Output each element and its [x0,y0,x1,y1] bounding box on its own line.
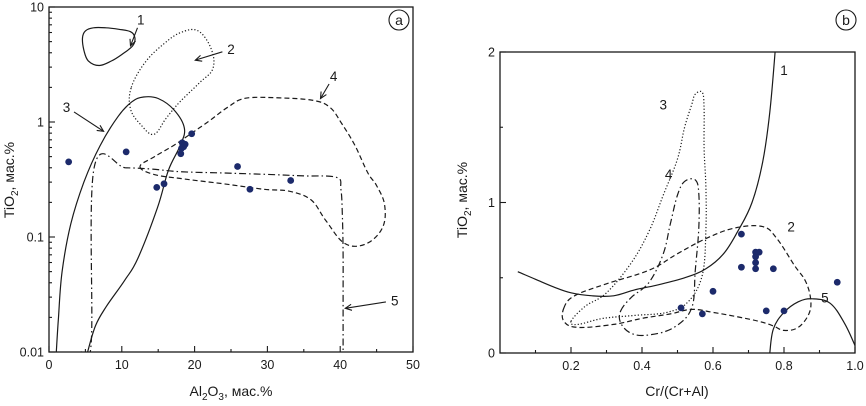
panel-a-label-circle [388,9,410,31]
arrowhead-1 [129,38,136,47]
panel-b-axis-ticks: 0.2 0.4 0.6 0.8 1.0 0 1 2 [488,46,864,374]
panel-a-plot-frame [48,6,414,353]
data-point [677,304,685,312]
panel-a-y-axis-label: TiO2, мас.% [1,142,21,218]
data-point [780,307,788,315]
field-label-3: 3 [660,98,668,113]
data-point [752,265,759,273]
field-2-outline [128,28,215,136]
arrowhead-4 [319,91,327,100]
data-point [709,287,717,295]
data-point [177,150,185,158]
x-tick-label: 10 [115,358,129,372]
data-point [769,265,777,273]
field-3-outline [570,90,707,326]
field-label-5: 5 [821,290,829,305]
field-label-2: 2 [787,220,795,235]
x-tick-label: 0 [46,358,53,372]
data-point [181,140,189,148]
data-point [122,148,130,156]
data-point [246,185,254,193]
data-point [188,130,196,138]
panel-a-points [65,130,295,193]
y-tick-label: 0 [488,347,495,361]
data-point [698,310,706,318]
field-label-1: 1 [137,12,145,27]
data-point [738,263,745,271]
x-tick-label: 0.4 [633,359,650,373]
panel-a-label: a [395,12,403,28]
field-5-outline [80,153,344,352]
field-label-3: 3 [63,100,71,115]
field-label-4: 4 [330,69,338,84]
field-label-4: 4 [665,167,673,182]
x-tick-label: 0.2 [562,359,579,373]
data-point [234,163,241,170]
field-5-outline [769,298,855,353]
field-1-outline [81,26,136,67]
y-tick-label: 10 [30,1,44,15]
data-point [762,307,770,315]
arrowhead-3 [96,125,105,132]
panel-b-plot-frame [499,51,856,354]
panel-b-points [677,230,841,318]
data-point [160,180,168,188]
data-point [752,259,759,267]
leader-line-1 [130,27,138,46]
x-tick-label: 0.6 [704,359,721,373]
field-label-5: 5 [391,294,399,309]
panel-a-axis-ticks: 0 10 20 30 40 50 0.01 0.1 1 10 [20,1,420,373]
field-label-2: 2 [227,42,235,57]
field-label-1: 1 [780,63,788,78]
field-4-outline [618,178,700,337]
panel-b-annotations: 1 2 3 4 5 [660,63,829,305]
data-point [287,177,295,184]
x-tick-label: 0.8 [775,359,792,373]
data-point [153,183,161,191]
panel-b-y-axis-label: TiO2, мас.% [454,162,474,238]
data-point [755,248,763,256]
data-point [833,278,841,286]
arrowhead-2 [194,54,203,62]
y-tick-label: 2 [488,46,495,60]
panel-a-annotations: 1 2 3 4 5 [63,12,399,311]
field-2-outline [561,225,812,332]
x-tick-label: 30 [260,358,274,372]
x-tick-label: 1.0 [846,359,863,373]
leader-line-2 [195,51,223,61]
leader-line-5 [345,301,386,309]
y-tick-label: 1 [488,196,495,210]
data-point [738,230,745,238]
leader-line-3 [73,111,104,132]
y-tick-label: 1 [37,116,44,130]
arrowhead-5 [344,303,353,311]
panel-b-x-axis-label: Cr/(Cr+Al) [645,383,708,399]
y-tick-label: 0.01 [20,346,44,360]
x-tick-label: 40 [333,358,347,372]
panel-a-chart: 0 10 20 30 40 50 0.01 0.1 1 10 1 2 3 4 5 a Al2O3, мас… [1,1,420,404]
y-tick-label: 0.1 [27,231,44,245]
field-4-outline [139,96,386,247]
panel-b-label-circle [835,9,857,31]
panel-b-chart: 0.2 0.4 0.6 0.8 1.0 0 1 2 1 2 3 4 5 b Cr/(Cr+Al) Ti… [454,9,864,399]
field-3-outline [55,96,186,352]
panel-b-label: b [842,12,850,28]
field-1-outline [517,52,776,298]
panel-b-fields [517,52,855,353]
panel-a-x-axis-label: Al2O3, мас.% [190,383,273,403]
data-point [65,158,73,166]
x-tick-label: 20 [188,358,202,372]
leader-line-4 [320,83,330,99]
x-tick-label: 50 [406,358,420,372]
